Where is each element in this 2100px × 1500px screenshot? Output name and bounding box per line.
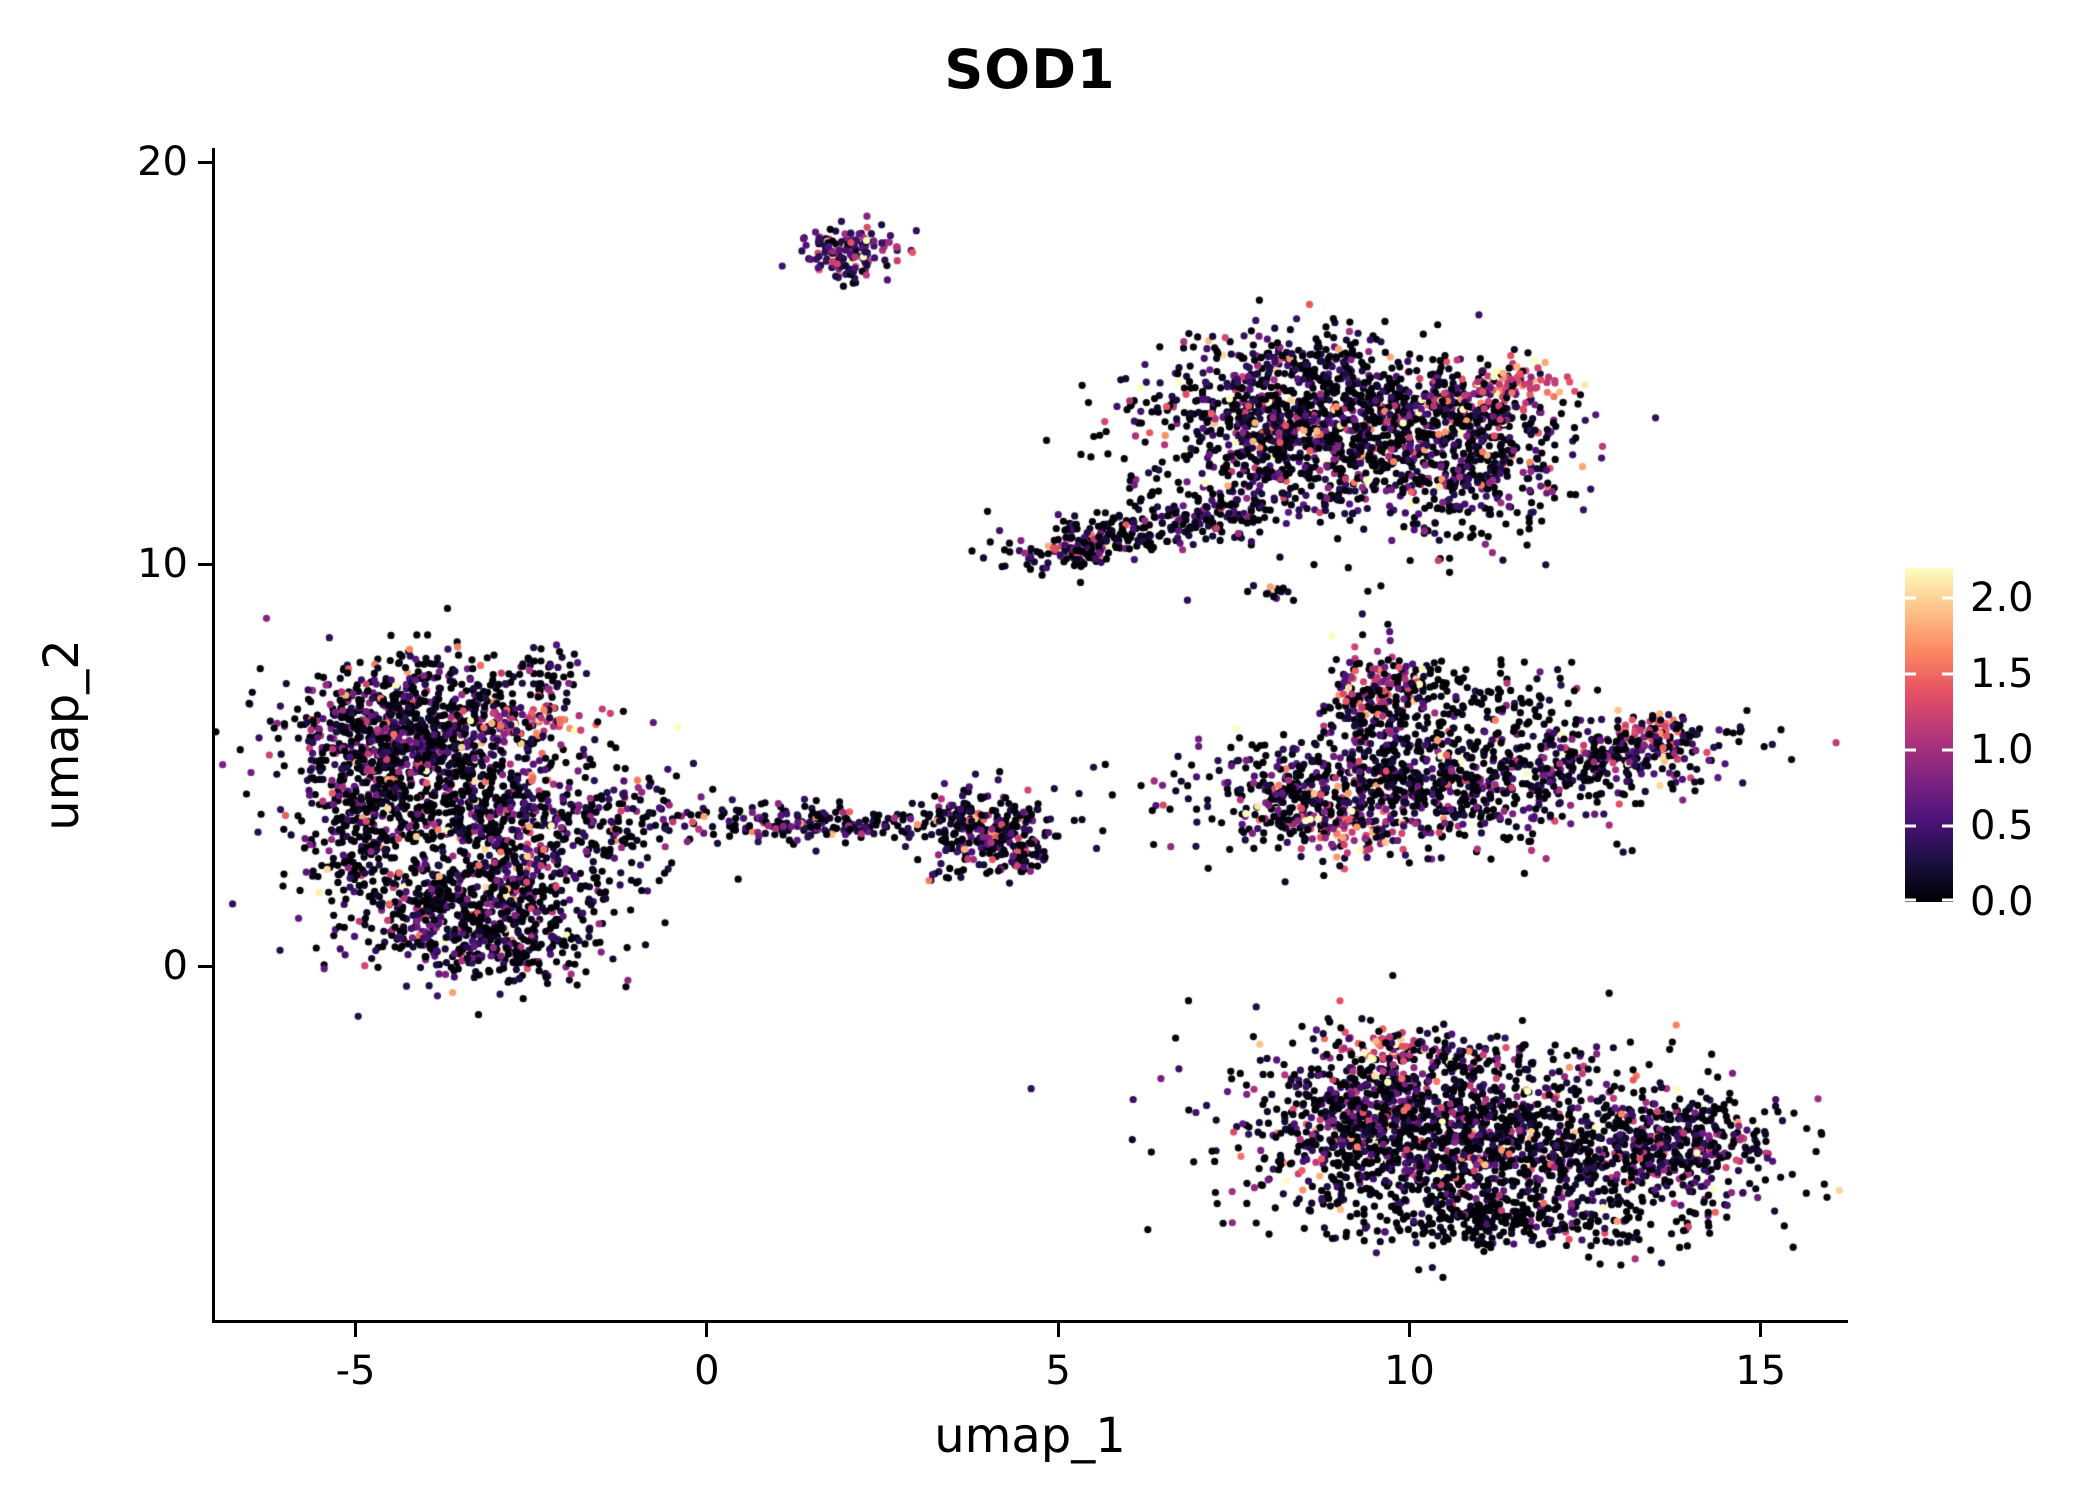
scatter-plot-canvas — [215, 150, 1845, 1320]
colorbar-tick-mark — [1942, 596, 1953, 600]
x-tick-mark — [1407, 1323, 1411, 1337]
y-tick-label: 20 — [137, 139, 188, 186]
y-tick-label: 0 — [162, 943, 188, 990]
colorbar-tick-mark — [1942, 898, 1953, 902]
colorbar-tick-mark — [1905, 898, 1916, 902]
y-axis-line — [212, 148, 215, 1323]
colorbar-tick-label: 0.5 — [1970, 803, 2034, 850]
colorbar-tick-mark — [1942, 748, 1953, 752]
colorbar-tick-mark — [1905, 824, 1916, 828]
colorbar-tick-label: 0.0 — [1970, 879, 2034, 925]
x-tick-label: 5 — [1045, 1348, 1071, 1394]
y-axis-label: umap_2 — [34, 639, 90, 831]
x-tick-label: 0 — [694, 1348, 720, 1394]
x-tick-mark — [1759, 1323, 1763, 1337]
colorbar-tick-label: 1.0 — [1970, 727, 2034, 774]
colorbar-tick-mark — [1942, 672, 1953, 676]
colorbar-tick-mark — [1905, 596, 1916, 600]
y-tick-mark — [198, 964, 212, 968]
x-axis-line — [212, 1320, 1848, 1323]
x-tick-mark — [1056, 1323, 1060, 1337]
colorbar-tick-label: 2.0 — [1970, 575, 2034, 622]
colorbar-tick-mark — [1905, 748, 1916, 752]
colorbar-tick-mark — [1905, 672, 1916, 676]
x-tick-mark — [354, 1323, 358, 1337]
y-tick-mark — [198, 562, 212, 566]
colorbar-tick-mark — [1942, 824, 1953, 828]
x-tick-label: -5 — [335, 1348, 376, 1394]
x-tick-mark — [705, 1323, 709, 1337]
x-tick-label: 10 — [1383, 1348, 1435, 1394]
expression-colorbar — [1905, 568, 1953, 902]
x-axis-label: umap_1 — [934, 1408, 1126, 1464]
y-tick-mark — [198, 160, 212, 164]
y-tick-label: 10 — [137, 541, 188, 588]
chart-title: SOD1 — [944, 38, 1116, 101]
colorbar-tick-label: 1.5 — [1970, 651, 2034, 698]
x-tick-label: 15 — [1735, 1348, 1787, 1394]
